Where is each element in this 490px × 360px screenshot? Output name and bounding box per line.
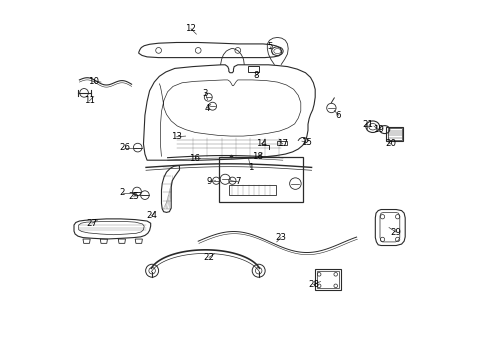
Text: 5: 5 [268,42,273,51]
Bar [388,128,402,140]
Text: 21: 21 [362,120,373,129]
Text: 14: 14 [256,139,267,148]
Bar [315,269,341,290]
Text: 25: 25 [128,192,139,201]
Text: 22: 22 [203,253,215,262]
Text: 7: 7 [235,177,241,186]
Bar [248,66,259,72]
Text: 23: 23 [275,233,287,242]
Bar [277,141,288,145]
Text: 13: 13 [171,132,182,141]
Text: 19: 19 [373,125,384,134]
Text: 29: 29 [391,228,402,237]
Text: 27: 27 [87,219,98,228]
Text: 8: 8 [253,71,259,80]
Text: 2: 2 [120,188,125,197]
Text: 15: 15 [301,138,312,147]
Bar [386,127,403,141]
Text: 16: 16 [189,154,200,163]
Text: 3: 3 [203,89,208,98]
Text: 6: 6 [336,111,342,120]
Text: 28: 28 [308,280,319,289]
Text: 24: 24 [146,211,157,220]
Text: 26: 26 [119,143,130,152]
Text: 11: 11 [84,96,95,105]
Text: 10: 10 [88,77,99,85]
Text: 4: 4 [204,104,210,112]
Text: 20: 20 [385,139,396,148]
Bar [229,185,275,195]
Text: 12: 12 [186,24,196,33]
Text: 9: 9 [206,177,212,186]
Bar [317,271,339,288]
Text: 17: 17 [277,139,288,148]
Text: 1: 1 [247,163,253,172]
Text: 18: 18 [252,152,263,161]
